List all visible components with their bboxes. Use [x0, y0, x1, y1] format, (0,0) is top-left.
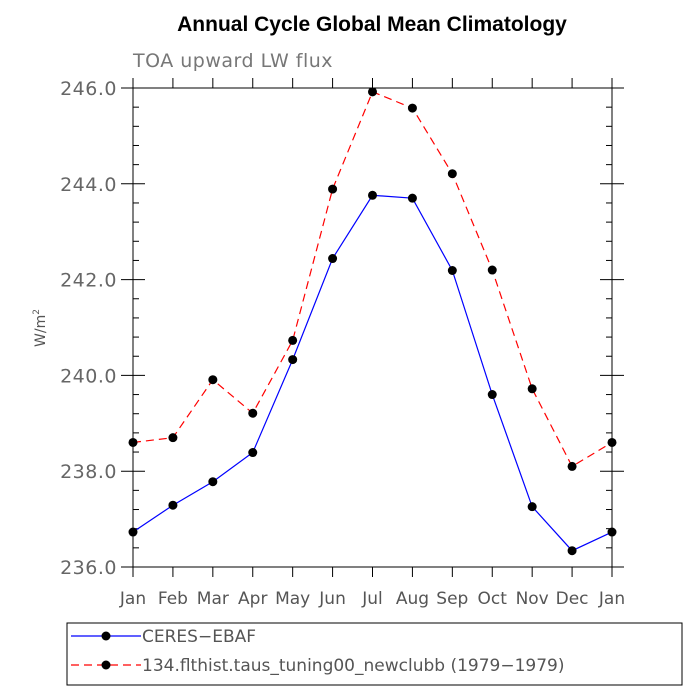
series-line: [132, 91, 613, 468]
data-point: [487, 265, 497, 275]
x-tick-label: Oct: [478, 589, 508, 609]
x-tick-label: May: [275, 589, 310, 609]
y-tick-label: 246.0: [60, 78, 117, 100]
data-point: [527, 384, 537, 394]
data-point: [567, 546, 577, 556]
legend-box: [66, 622, 683, 686]
data-point: [128, 527, 138, 537]
y-tick-label: 242.0: [60, 270, 117, 292]
x-tick-label: Jul: [361, 589, 383, 609]
legend-label: 134.flthist.taus_tuning00_newclubb (1979…: [142, 656, 565, 676]
data-point: [328, 254, 338, 264]
x-tick-label: Jan: [119, 589, 146, 609]
x-tick-label: Dec: [556, 589, 589, 609]
series-0: [128, 190, 617, 556]
data-point: [368, 87, 377, 97]
data-point: [248, 408, 258, 418]
data-point: [128, 437, 138, 447]
y-axis: 236.0 238.0 240.0 242.0 244.0 246.0: [60, 78, 624, 579]
data-point: [208, 477, 218, 487]
data-point: [447, 265, 457, 275]
legend-label: CERES−EBAF: [142, 627, 256, 647]
legend-item: CERES−EBAF: [71, 627, 256, 647]
data-point: [288, 355, 298, 365]
chart-title: Annual Cycle Global Mean Climatology: [177, 13, 567, 36]
x-tick-label: Apr: [238, 589, 267, 609]
data-point: [407, 103, 417, 113]
data-point: [168, 433, 178, 443]
y-tick-label: 244.0: [60, 174, 117, 196]
chart-subtitle: TOA upward LW flux: [132, 50, 333, 72]
y-axis-label: W/m2: [32, 309, 49, 347]
x-tick-label: Mar: [197, 589, 229, 609]
legend: CERES−EBAF 134.flthist.taus_tuning00_newc…: [66, 622, 683, 686]
series-layer: [128, 87, 617, 556]
data-point: [288, 335, 298, 345]
series-1: [128, 87, 617, 471]
y-tick-label: 240.0: [60, 365, 117, 387]
x-tick-label: Aug: [396, 589, 429, 609]
y-tick-label: 238.0: [60, 461, 117, 483]
data-point: [607, 527, 617, 537]
series-line: [132, 194, 613, 552]
legend-item: 134.flthist.taus_tuning00_newclubb (1979…: [71, 656, 565, 676]
x-tick-label: Sep: [436, 589, 468, 609]
data-point: [567, 461, 577, 471]
data-point: [368, 190, 377, 200]
data-point: [328, 184, 338, 194]
plot-frame: [132, 87, 613, 568]
plot-border: [132, 87, 613, 568]
x-tick-label: Nov: [516, 589, 549, 609]
x-tick-label: Feb: [158, 589, 188, 609]
data-point: [168, 500, 178, 510]
data-point: [447, 169, 457, 179]
data-point: [607, 437, 617, 447]
data-point: [208, 375, 218, 385]
y-tick-label: 236.0: [60, 557, 117, 579]
data-point: [407, 193, 417, 203]
legend-marker: [101, 631, 111, 641]
data-point: [527, 502, 537, 512]
x-tick-label: Jun: [318, 589, 346, 609]
legend-marker: [101, 660, 111, 670]
x-tick-label: Jan: [598, 589, 625, 609]
x-axis: Jan Feb Mar Apr May Jun Jul Aug Sep Oct Nov Dec Jan: [119, 78, 625, 609]
data-point: [248, 448, 258, 458]
data-point: [487, 390, 497, 400]
